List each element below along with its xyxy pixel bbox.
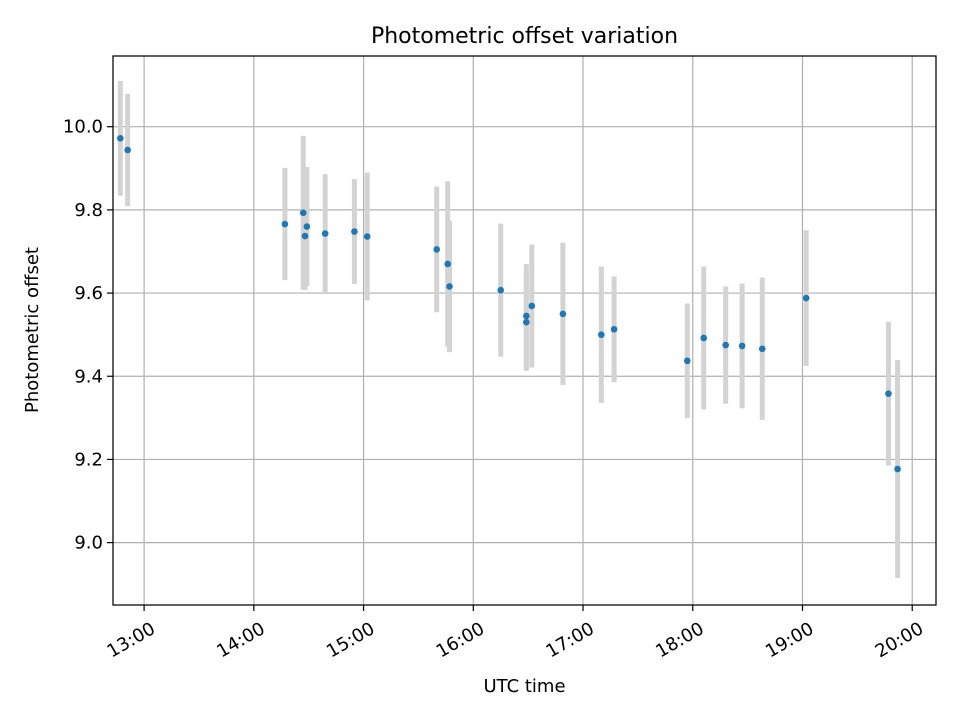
data-point — [598, 331, 605, 338]
data-point — [446, 283, 453, 290]
data-point — [700, 334, 708, 342]
data-point — [802, 294, 810, 302]
data-point — [894, 465, 901, 473]
data-point — [433, 246, 441, 253]
plot-frame — [112, 55, 937, 606]
data-point — [363, 233, 371, 240]
y-tick-label: 9.2 — [74, 449, 103, 470]
data-point — [321, 230, 329, 237]
data-point — [610, 325, 618, 333]
data-point — [351, 228, 358, 235]
data-point — [738, 342, 746, 350]
data-point — [299, 209, 307, 217]
y-axis-title: Photometric offset — [22, 247, 43, 413]
data-point — [117, 135, 124, 142]
data-point — [523, 312, 530, 320]
data-point — [301, 232, 309, 240]
y-tick-label: 9.4 — [74, 366, 103, 387]
data-point — [281, 220, 289, 228]
y-tick-label: 9.8 — [74, 200, 103, 221]
data-point — [885, 390, 892, 398]
data-point — [683, 357, 691, 365]
data-point — [722, 341, 729, 349]
grid-lines — [113, 56, 936, 605]
y-tick-label: 9.0 — [74, 533, 103, 554]
y-axis-ticks: 9.0 9.2 9.4 9.6 9.8 10.0 — [63, 117, 113, 554]
data-points — [117, 135, 901, 473]
y-tick-label: 10.0 — [63, 117, 103, 138]
data-point — [523, 318, 530, 326]
y-tick-label: 9.6 — [74, 283, 103, 304]
data-point — [497, 286, 505, 294]
chart-title: Photometric offset variation — [371, 24, 678, 49]
data-point — [559, 310, 567, 318]
data-point — [303, 223, 311, 230]
data-point — [528, 302, 536, 310]
x-axis-title: UTC time — [483, 676, 565, 697]
data-point — [758, 345, 766, 353]
data-point — [444, 260, 451, 268]
data-point — [124, 146, 131, 154]
